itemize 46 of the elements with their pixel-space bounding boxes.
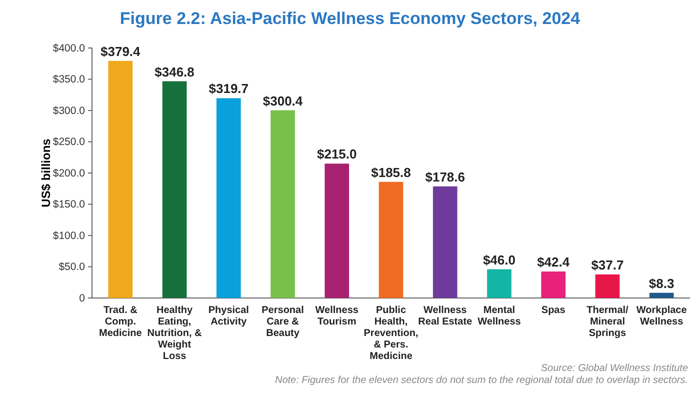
bar — [324, 164, 350, 298]
x-tick-label: Thermal/ Mineral Springs — [586, 305, 629, 339]
y-tick-label: $300.0 — [52, 104, 86, 117]
x-tick-label: Healthy Eating, Nutrition, & Weight Loss — [147, 305, 202, 362]
data-label: $46.0 — [482, 252, 516, 268]
data-label: $185.8 — [371, 164, 411, 180]
text: Note: Figures for the eleven sectors do not sum to the regional total due to overlap in sectors. — [274, 375, 688, 386]
data-label: $215.0 — [317, 146, 357, 162]
bar — [216, 98, 241, 298]
bar — [162, 81, 187, 298]
x-tick-label: Spas — [541, 305, 566, 316]
data-label: $37.7 — [591, 257, 624, 272]
bar — [487, 269, 512, 298]
data-label: $346.8 — [154, 64, 194, 80]
data-label: $379.4 — [100, 44, 142, 59]
x-tick-label: Wellness Tourism — [315, 305, 359, 328]
y-tick-label: $200.0 — [52, 167, 86, 180]
y-tick-label: $150.0 — [52, 198, 86, 211]
x-tick-label: Personal Care & Beauty — [262, 305, 304, 339]
y-tick-label: $350.0 — [52, 74, 86, 86]
y-axis-title: US$ billions — [39, 138, 53, 208]
data-label: $8.3 — [648, 276, 674, 291]
x-tick-label: Public Health, Prevention, & Pers. Medicine — [364, 305, 418, 362]
bar — [270, 110, 295, 298]
data-label: $42.4 — [537, 254, 570, 270]
y-tick-label: $50.0 — [58, 261, 86, 274]
x-tick-label: Mental Wellness — [478, 305, 522, 328]
chart-title: Figure 2.2: Asia-Pacific Wellness Economy Sectors, 2024 — [120, 9, 581, 28]
bar — [541, 272, 566, 298]
data-label: $300.4 — [262, 93, 304, 108]
x-tick-label: Wellness Real Estate — [418, 305, 473, 328]
bar — [378, 182, 404, 298]
y-tick-label: $250.0 — [52, 136, 86, 148]
source-note: Source: Global Wellness Institute — [540, 363, 688, 374]
y-tick-label: $100.0 — [52, 230, 86, 242]
x-tick-label: Physical Activity — [208, 305, 250, 328]
data-label: $319.7 — [208, 81, 249, 96]
bar — [432, 186, 458, 298]
y-tick-label: $400.0 — [52, 42, 86, 54]
data-label: $178.6 — [425, 169, 465, 184]
bar — [595, 274, 620, 298]
y-tick-label: 0 — [79, 292, 86, 304]
bar — [649, 292, 674, 298]
x-tick-label: Trad. & Comp. Medicine — [99, 305, 142, 339]
x-tick-label: Workplace Wellness — [636, 305, 688, 328]
bar — [108, 60, 133, 298]
